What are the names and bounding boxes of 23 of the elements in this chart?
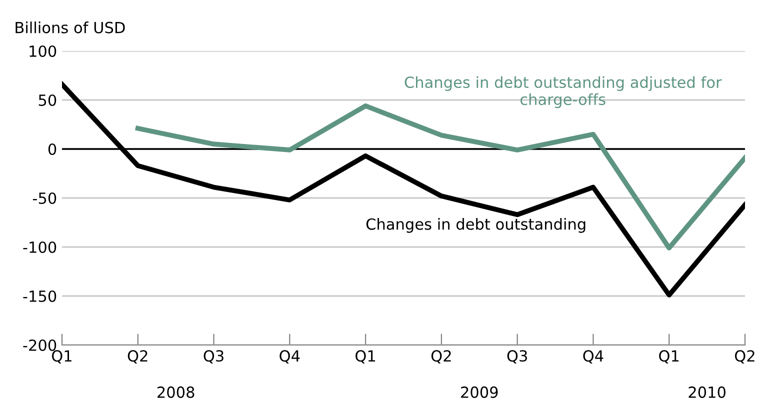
y-axis-title: Billions of USD — [16, 22, 125, 34]
y-tick-label: -50 — [32, 192, 56, 204]
series-label: Changes in debt outstanding adjusted for charge-offs — [404, 76, 722, 108]
y-tick-label: -200 — [23, 339, 56, 352]
y-tick-label: 100 — [30, 45, 56, 58]
y-tick-label: -150 — [23, 290, 56, 302]
x-tick-label: Q1 — [52, 350, 72, 364]
x-tick-label: Q2 — [431, 350, 451, 364]
y-tick-label: 50 — [38, 94, 56, 106]
x-tick-label: Q1 — [659, 350, 679, 364]
text: 2010 — [688, 386, 726, 398]
text: 2009 — [461, 386, 498, 398]
x-tick-label: Q2 — [734, 350, 754, 364]
text: 2008 — [158, 386, 194, 398]
series-label: Changes in debt outstanding — [366, 218, 586, 233]
x-tick-label: Q4 — [583, 350, 604, 364]
x-tick-label: Q3 — [204, 350, 224, 364]
x-tick-label: Q3 — [507, 350, 527, 364]
x-tick-label: Q1 — [356, 350, 376, 364]
y-tick-label: 0 — [48, 143, 56, 156]
x-tick-label: Q2 — [128, 350, 148, 364]
y-tick-label: -100 — [23, 241, 56, 254]
x-tick-label: Q4 — [280, 350, 300, 364]
